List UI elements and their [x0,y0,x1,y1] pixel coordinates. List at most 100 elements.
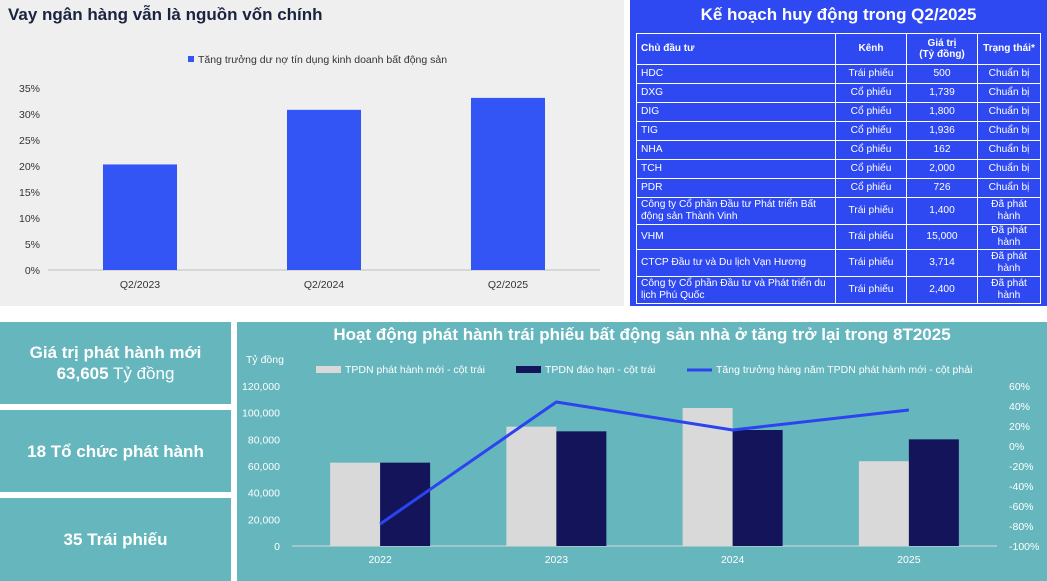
x-tick-label: 2024 [721,554,745,566]
y-left-tick-label: 40,000 [248,488,280,500]
cell-value: 15,000 [906,224,978,250]
funding-plan-table: Chủ đầu tư Kênh Giá trị (Tỷ đồng) Trạng … [636,33,1041,304]
cell-value: 500 [906,64,978,84]
cell-channel: Cổ phiếu [835,159,907,179]
cell-channel: Trái phiếu [835,64,907,84]
cell-channel: Cổ phiếu [835,121,907,141]
cell-investor: TCH [636,159,836,179]
cell-investor: DXG [636,83,836,103]
y-tick-label: 35% [19,83,40,95]
issuers-count: 18 Tổ chức phát hành [27,441,204,461]
legend-label-new: TPDN phát hành mới - cột trái [345,364,485,376]
bond-issuance-chart: Tỷ đồng TPDN phát hành mới - cột trái TPDN… [242,354,1039,566]
credit-growth-chart: Tăng trưởng dư nợ tín dụng kinh doanh bấ… [19,54,600,291]
cell-investor: TIG [636,121,836,141]
y-tick-label: 15% [19,187,40,199]
cell-investor: VHM [636,224,836,250]
cell-status: Đã phát hành [977,197,1041,225]
y-left-tick-label: 0 [274,541,280,553]
y-tick-label: 30% [19,109,40,121]
x-tick-label: Q2/2025 [488,279,528,291]
y-right-tick-label: 60% [1009,381,1030,393]
y-right-tick-label: -60% [1009,501,1034,513]
cell-status: Chuẩn bị [977,83,1041,103]
bar-maturity-2022 [380,462,431,546]
y-left-tick-label: 100,000 [242,408,280,420]
cell-channel: Cổ phiếu [835,83,907,103]
cell-investor: DIG [636,102,836,122]
cell-value: 2,400 [906,276,978,304]
bar-new-2025 [858,461,909,546]
bar-maturity-2024 [732,430,783,546]
y-right-tick-label: -100% [1009,541,1039,553]
cell-value: 1,936 [906,121,978,141]
table-row: HDC Trái phiếu 500 Chuẩn bị [636,64,1041,84]
table-row: Công ty Cổ phần Đầu tư và Phát triển du … [636,276,1041,304]
new-issuance-unit: Tỷ đồng [108,364,175,383]
cell-status: Chuẩn bị [977,178,1041,198]
header-status: Trạng thái* [977,33,1041,65]
cell-status: Chuẩn bị [977,64,1041,84]
cell-status: Đã phát hành [977,249,1041,277]
y-tick-label: 5% [25,239,40,251]
cell-channel: Cổ phiếu [835,140,907,160]
cell-investor: Công ty Cổ phần Đầu tư Phát triển Bất độ… [636,197,836,225]
bar-maturity-2023 [556,431,607,546]
cell-value: 1,800 [906,102,978,122]
cell-value: 162 [906,140,978,160]
cell-value: 1,400 [906,197,978,225]
new-issuance-value: 63,605 [56,364,109,383]
cell-channel: Trái phiếu [835,276,907,304]
cell-channel: Trái phiếu [835,197,907,225]
bar-new-2022 [330,462,381,546]
new-issuance-label: Giá trị phát hành mới [29,343,202,362]
y-left-tick-label: 60,000 [248,461,280,473]
bond-issuance-title: Hoạt động phát hành trái phiếu bất động … [333,325,951,344]
table-row: VHM Trái phiếu 15,000 Đã phát hành [636,224,1041,250]
bar-maturity-2025 [908,439,959,546]
cell-channel: Trái phiếu [835,249,907,277]
y-right-tick-label: -80% [1009,521,1034,533]
issuers-stat: 18 Tổ chức phát hành [0,410,231,492]
cell-status: Đã phát hành [977,276,1041,304]
legend-swatch [188,56,194,62]
new-issuance-stat: Giá trị phát hành mới 63,605 Tỷ đồng [0,322,231,404]
bonds-stat: 35 Trái phiếu [0,498,231,581]
bar-q2-2024 [287,109,361,270]
cell-investor: NHA [636,140,836,160]
bar-new-2024 [682,408,733,546]
legend-label-growth: Tăng trưởng hàng năm TPDN phát hành mới … [716,364,972,376]
cell-channel: Trái phiếu [835,224,907,250]
table-row: NHA Cổ phiếu 162 Chuẩn bị [636,140,1041,160]
cell-channel: Cổ phiếu [835,102,907,122]
legend-swatch-new [316,366,341,373]
cell-investor: PDR [636,178,836,198]
table-row: Công ty Cổ phần Đầu tư Phát triển Bất độ… [636,197,1041,225]
cell-investor: Công ty Cổ phần Đầu tư và Phát triển du … [636,276,836,304]
growth-line [379,400,910,526]
cell-value: 726 [906,178,978,198]
header-channel: Kênh [835,33,907,65]
table-row: TCH Cổ phiếu 2,000 Chuẩn bị [636,159,1041,179]
table-row: DIG Cổ phiếu 1,800 Chuẩn bị [636,102,1041,122]
y-left-tick-label: 120,000 [242,381,280,393]
y-right-tick-label: 40% [1009,401,1030,413]
y-tick-label: 0% [25,265,40,277]
y-right-tick-label: 20% [1009,421,1030,433]
table-row: DXG Cổ phiếu 1,739 Chuẩn bị [636,83,1041,103]
y-right-tick-label: -20% [1009,461,1034,473]
table-row: PDR Cổ phiếu 726 Chuẩn bị [636,178,1041,198]
y-left-tick-label: 80,000 [248,434,280,446]
y-tick-label: 25% [19,135,40,147]
y-right-tick-label: 0% [1009,441,1024,453]
funding-plan-title: Kế hoạch huy động trong Q2/2025 [700,5,977,24]
x-tick-label: 2023 [545,554,569,566]
bar-q2-2025 [471,97,545,270]
x-tick-label: 2022 [368,554,392,566]
credit-growth-title: Vay ngân hàng vẫn là nguồn vốn chính [8,5,323,24]
legend-swatch-maturity [516,366,541,373]
credit-growth-panel: Vay ngân hàng vẫn là nguồn vốn chính Tăn… [0,0,624,306]
x-tick-label: Q2/2023 [120,279,160,291]
cell-value: 3,714 [906,249,978,277]
table-header-row: Chủ đầu tư Kênh Giá trị (Tỷ đồng) Trạng … [636,33,1041,65]
